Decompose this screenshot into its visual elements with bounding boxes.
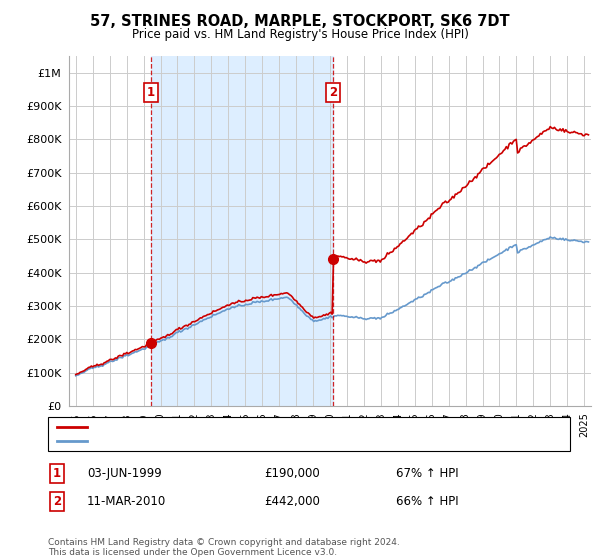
Text: £442,000: £442,000 <box>264 494 320 508</box>
Text: 57, STRINES ROAD, MARPLE, STOCKPORT, SK6 7DT: 57, STRINES ROAD, MARPLE, STOCKPORT, SK6… <box>90 14 510 29</box>
Text: 11-MAR-2010: 11-MAR-2010 <box>87 494 166 508</box>
Text: 67% ↑ HPI: 67% ↑ HPI <box>396 466 458 480</box>
Text: Price paid vs. HM Land Registry's House Price Index (HPI): Price paid vs. HM Land Registry's House … <box>131 28 469 41</box>
Text: 1: 1 <box>53 466 61 480</box>
Text: Contains HM Land Registry data © Crown copyright and database right 2024.
This d: Contains HM Land Registry data © Crown c… <box>48 538 400 557</box>
Text: 2: 2 <box>53 494 61 508</box>
Text: £190,000: £190,000 <box>264 466 320 480</box>
Text: 03-JUN-1999: 03-JUN-1999 <box>87 466 162 480</box>
Text: 2: 2 <box>329 86 337 99</box>
Text: 66% ↑ HPI: 66% ↑ HPI <box>396 494 458 508</box>
Text: HPI: Average price, detached house, Stockport: HPI: Average price, detached house, Stoc… <box>93 436 349 446</box>
Text: 1: 1 <box>146 86 155 99</box>
Bar <box>151 56 333 406</box>
Text: 57, STRINES ROAD, MARPLE, STOCKPORT, SK6 7DT (detached house): 57, STRINES ROAD, MARPLE, STOCKPORT, SK6… <box>93 422 472 432</box>
